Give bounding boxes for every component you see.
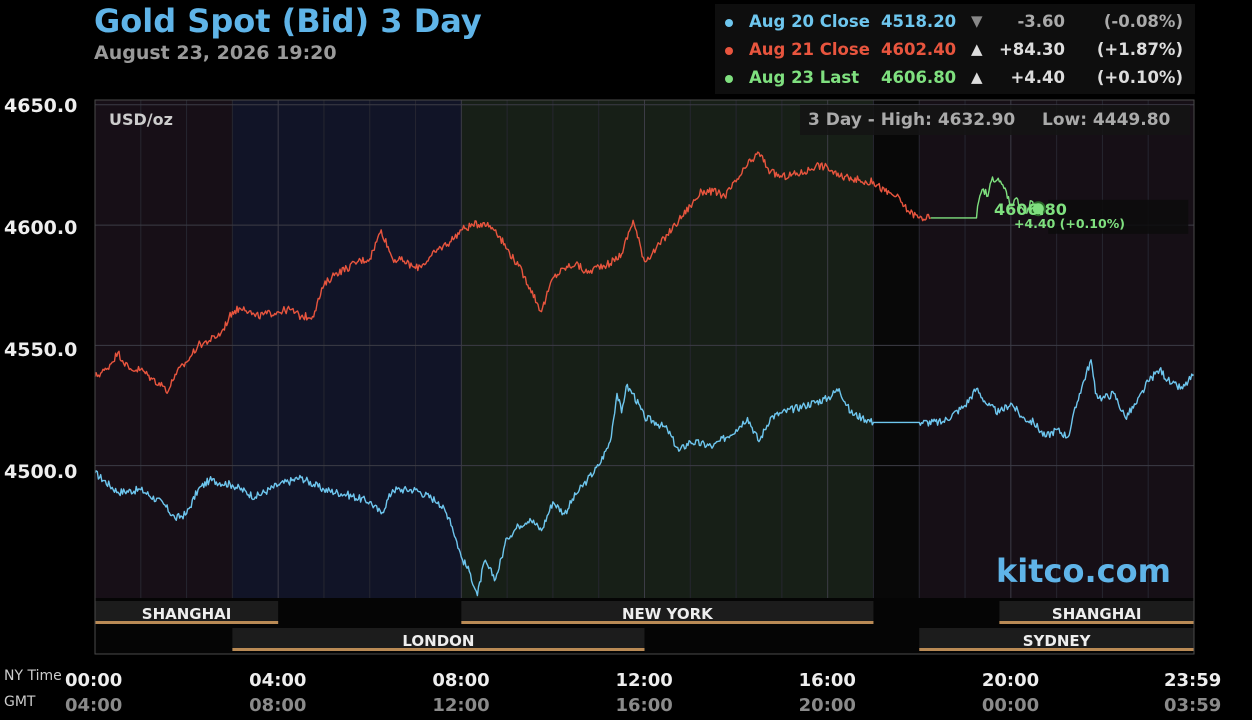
y-tick-label: 4650.0 [4, 95, 78, 117]
session-bar [919, 628, 1194, 649]
legend-dot-icon [725, 75, 733, 83]
legend-label: Aug 23 Last [749, 68, 860, 87]
legend-change: +4.40 [1010, 68, 1065, 87]
y-tick-label: 4550.0 [4, 339, 78, 361]
brand-watermark[interactable]: kitco.com [996, 552, 1171, 590]
session-label: SHANGHAI [1051, 605, 1142, 623]
unit-label: USD/oz [109, 110, 173, 129]
x-tick-ny: 16:00 [798, 670, 856, 691]
legend-dot-icon [725, 47, 733, 55]
x-tick-ny: 08:00 [432, 670, 490, 691]
session-underline [999, 621, 1194, 624]
gmt-caption: GMT [4, 694, 36, 710]
legend-value: 4518.20 [881, 12, 957, 31]
session-underline [461, 621, 874, 624]
y-tick-label: 4500.0 [4, 461, 78, 483]
chart-grid [95, 100, 1194, 598]
session-label: SYDNEY [1022, 632, 1091, 650]
series-line-1 [94, 151, 931, 394]
range-high: 3 Day - High: 4632.90 [808, 110, 1016, 130]
x-tick-gmt: 08:00 [249, 695, 307, 716]
x-tick-ny: 20:00 [981, 670, 1040, 691]
x-tick-gmt: 16:00 [615, 695, 673, 716]
ny-time-caption: NY Time [4, 668, 62, 684]
session-underline [232, 648, 645, 651]
chart-title: Gold Spot (Bid) 3 Day [94, 2, 482, 40]
last-price-box [1048, 199, 1189, 234]
legend-row-aug23: Aug 23 Last 4606.80 ▲ +4.40 (+0.10%) [715, 64, 1195, 92]
x-tick-gmt: 12:00 [432, 695, 490, 716]
last-price-label: 4606.80 [994, 200, 1067, 219]
x-tick-gmt: 03:59 [1164, 695, 1222, 716]
x-tick-ny: 23:59 [1164, 670, 1222, 691]
price-lines [94, 151, 1195, 597]
legend-percent: (-0.08%) [1103, 12, 1183, 31]
range-low: Low: 4449.80 [1042, 110, 1171, 130]
session-bar [461, 601, 874, 622]
session-bars [95, 601, 1194, 651]
session-label: LONDON [402, 632, 475, 650]
session-underline [95, 621, 279, 624]
up-arrow-icon: ▲ [971, 40, 983, 58]
band-closed [873, 100, 920, 598]
x-tick-gmt: 00:00 [981, 695, 1040, 716]
session-bar [232, 628, 645, 649]
range-box: 3 Day - High: 4632.90 Low: 4449.80 [800, 105, 1190, 135]
legend-row-aug20: Aug 20 Close 4518.20 ▼ -3.60 (-0.08%) [715, 8, 1195, 36]
chart-timestamp: August 23, 2026 19:20 [94, 42, 337, 64]
x-tick-ny: 04:00 [249, 670, 307, 691]
band-newyork [461, 100, 874, 598]
down-arrow-icon: ▼ [971, 12, 983, 30]
legend-change: -3.60 [1017, 12, 1065, 31]
legend-value: 4602.40 [881, 40, 957, 59]
x-tick-ny: 12:00 [615, 670, 673, 691]
session-bar [999, 601, 1194, 622]
legend-percent: (+0.10%) [1096, 68, 1183, 87]
session-underline [919, 648, 1194, 651]
session-label: NEW YORK [621, 605, 713, 623]
y-tick-label: 4600.0 [4, 217, 78, 239]
legend-row-aug21: Aug 21 Close 4602.40 ▲ +84.30 (+1.87%) [715, 36, 1195, 64]
legend-percent: (+1.87%) [1096, 40, 1183, 59]
legend-label: Aug 20 Close [749, 12, 870, 31]
x-tick-gmt: 04:00 [65, 695, 123, 716]
legend-value: 4606.80 [881, 68, 957, 87]
plot-border [94, 99, 1195, 655]
x-tick-gmt: 20:00 [798, 695, 856, 716]
last-price-dot [1030, 201, 1046, 217]
legend-label: Aug 21 Close [749, 40, 870, 59]
series-line-2 [930, 176, 1039, 219]
legend: Aug 20 Close 4518.20 ▼ -3.60 (-0.08%) Au… [715, 4, 1195, 94]
legend-dot-icon [725, 19, 733, 27]
last-change-label: +4.40 (+0.10%) [1014, 216, 1125, 231]
session-bar [95, 601, 279, 622]
legend-change: +84.30 [998, 40, 1065, 59]
up-arrow-icon: ▲ [971, 68, 983, 86]
band-london [232, 100, 462, 598]
band-shanghai [95, 100, 233, 598]
x-tick-ny: 00:00 [65, 670, 123, 691]
series-line-0 [94, 359, 1195, 597]
session-label: SHANGHAI [141, 605, 232, 623]
